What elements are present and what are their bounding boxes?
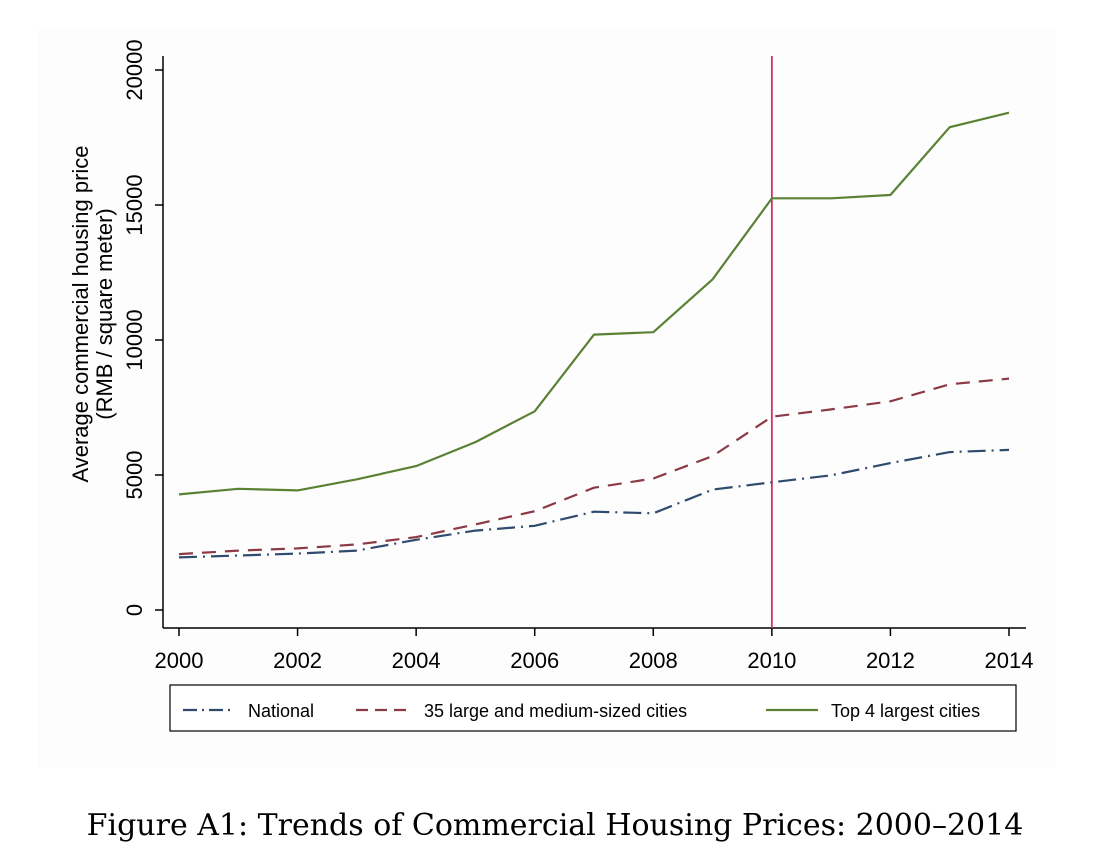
y-axis-title: Average commercial housing price (RMB / s… xyxy=(68,145,117,482)
legend-box xyxy=(169,684,1017,732)
x-tick-label: 2000 xyxy=(155,648,204,673)
x-tick-label: 2010 xyxy=(747,648,796,673)
x-tick-label: 2012 xyxy=(866,648,915,673)
y-tick-label: 0 xyxy=(122,604,147,616)
legend: National 35 large and medium-sized cities… xyxy=(169,684,1017,732)
y-tick-label: 10000 xyxy=(122,309,147,370)
series-line-2 xyxy=(178,111,1010,496)
y-tick-label: 20000 xyxy=(122,39,147,100)
figure-caption: Figure A1: Trends of Commercial Housing … xyxy=(86,808,1024,843)
x-tick-label: 2004 xyxy=(392,648,441,673)
x-tick-label: 2002 xyxy=(273,648,322,673)
axis-ticks: 2000 2002 2004 2006 2008 2010 2012 2014 0 5000 100… xyxy=(122,39,1033,673)
legend-label-0: National xyxy=(248,701,314,721)
x-tick-label: 2006 xyxy=(510,648,559,673)
x-tick-label: 2008 xyxy=(629,648,678,673)
line-chart: 2000 2002 2004 2006 2008 2010 2012 2014 0 5000 100… xyxy=(68,39,1033,732)
series-line-0 xyxy=(178,448,1010,559)
axes xyxy=(162,56,1026,629)
legend-label-1: 35 large and medium-sized cities xyxy=(424,701,687,721)
y-axis-title-line-1: Average commercial housing price xyxy=(68,145,93,482)
y-tick-label: 15000 xyxy=(122,174,147,235)
legend-label-2: Top 4 largest cities xyxy=(831,701,980,721)
y-tick-label: 5000 xyxy=(122,451,147,500)
chart-panel: 2000 2002 2004 2006 2008 2010 2012 2014 0 5000 100… xyxy=(38,28,1056,768)
series-layer xyxy=(178,111,1010,559)
series-line-1 xyxy=(178,377,1010,556)
x-tick-label: 2014 xyxy=(985,648,1034,673)
y-axis-title-line-2: (RMB / square meter) xyxy=(92,208,117,420)
